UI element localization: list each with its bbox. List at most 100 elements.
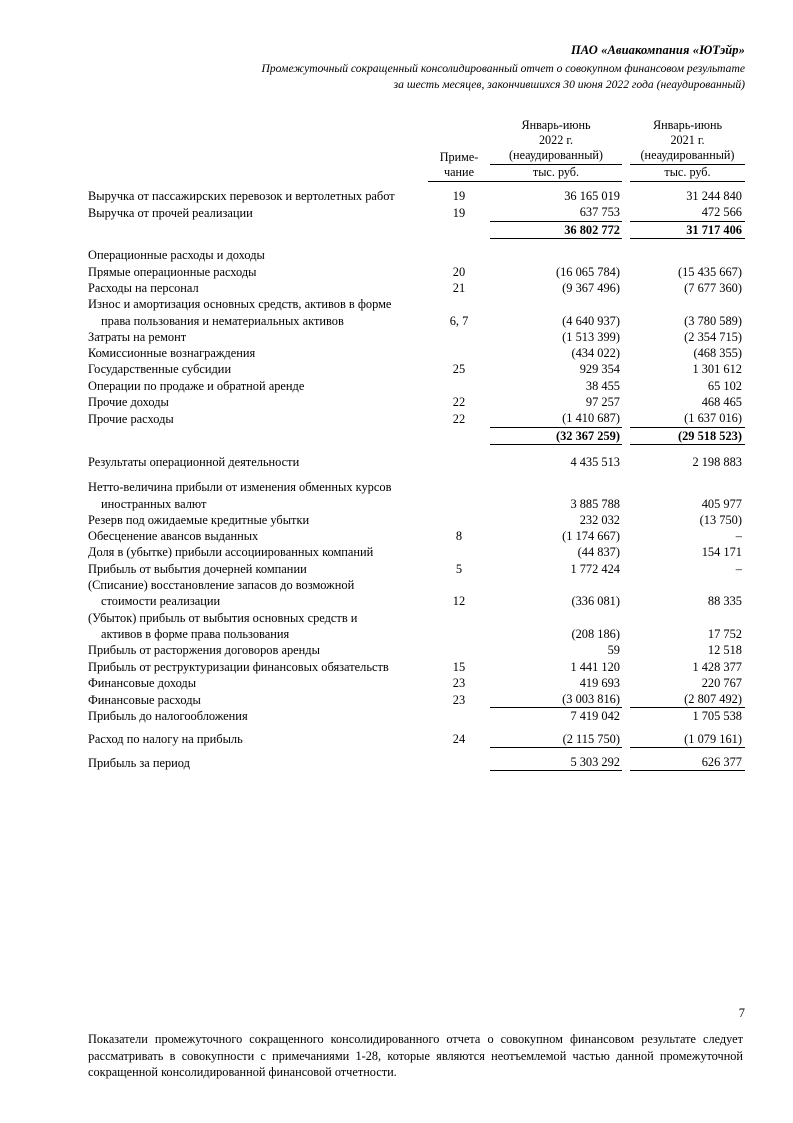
row-value-2021: (468 355) [693,346,742,361]
row-value-2022: 7 419 042 [570,709,620,724]
row-value-2021 [630,577,745,593]
row-label: Результаты операционной деятельности [88,454,300,469]
row-value-2021: 31 717 406 [630,221,745,239]
header-row-3: Приме- (неаудированный) (неаудированный) [88,148,745,165]
row-value-2021: (29 518 523) [630,427,745,445]
row-label: Прочие расходы [88,411,174,426]
note-header-line-1: Приме- [439,150,479,164]
row-note: 24 [452,732,466,747]
row-value-2021: 65 102 [707,378,742,393]
row-label: Финансовые доходы [88,675,197,690]
row-note: 23 [452,692,466,707]
row-note [428,708,490,725]
row-value-2022: (1 410 687) [490,410,622,428]
row-note [428,444,490,470]
row-note [428,470,490,495]
row-note [428,577,490,593]
row-note: 5 [455,561,463,576]
row-label: Государственные субсидии [88,362,232,377]
row-value-2022: 419 693 [579,675,620,690]
row-label [88,427,428,444]
row-value-2022: 4 435 513 [570,454,620,469]
col1-header-line-2: 2022 г. [538,133,574,147]
table-row: Резерв под ожидаемые кредитные убытки 23… [88,512,745,528]
table-row: Прямые операционные расходы 20 (16 065 7… [88,264,745,280]
row-value-2022 [490,577,622,593]
row-note [428,427,490,444]
row-value-2022: 36 165 019 [564,189,620,203]
row-label: Комиссионные вознаграждения [88,346,256,361]
row-value-2022: (32 367 259) [490,427,622,445]
row-note: 22 [452,395,466,410]
row-value-2022: 59 [607,643,620,658]
row-note [428,329,490,345]
table-row: Затраты на ремонт (1 513 399) (2 354 715… [88,329,745,345]
col1-header-line-4: тыс. руб. [490,165,622,182]
row-label: иностранных валют [101,496,207,511]
row-value-2021: 468 465 [701,395,742,410]
row-value-2021: 17 752 [707,626,742,641]
row-note [428,378,490,394]
table-row: Комиссионные вознаграждения (434 022) (4… [88,345,745,361]
income-statement-table: Январь-июнь Январь-июнь 2022 г. 2021 г. … [88,118,745,772]
row-note [428,296,490,312]
row-value-2021: 220 767 [701,675,742,690]
row-value-2022: 3 885 788 [570,496,620,511]
table-row: Износ и амортизация основных средств, ак… [88,296,745,312]
row-label: Резерв под ожидаемые кредитные убытки [88,512,310,527]
table-row: Доля в (убытке) прибыли ассоциированных … [88,544,745,560]
row-value-2021: (7 677 360) [684,280,742,295]
row-value-2021: 88 335 [707,594,742,609]
row-note [428,544,490,560]
table-row: права пользования и нематериальных актив… [88,313,745,329]
row-value-2022 [490,238,622,263]
table-row: Государственные субсидии 25 929 354 1 30… [88,361,745,377]
row-value-2021: – [735,561,742,576]
row-value-2021: 154 171 [701,545,742,560]
row-value-2022: (4 640 937) [562,313,620,328]
table-row-total: Результаты операционной деятельности 4 4… [88,444,745,470]
row-note: 12 [452,594,466,609]
row-value-2021: 626 377 [630,747,745,772]
table-row: (Списание) восстановление запасов до воз… [88,577,745,593]
page-number: 7 [738,1006,745,1020]
row-value-2022 [490,470,622,495]
table-row-total: Прибыль за период 5 303 292 626 377 [88,747,745,772]
row-label: Выручка от прочей реализации [88,205,253,220]
row-value-2022: (9 367 496) [562,280,620,295]
table-row: Нетто-величина прибыли от изменения обме… [88,470,745,495]
row-label: Операции по продаже и обратной аренде [88,378,305,393]
row-value-2021: (2 354 715) [684,329,742,344]
table-row: Выручка от прочей реализации 19 637 753 … [88,204,745,222]
row-value-2022: 97 257 [585,395,620,410]
table-row: Финансовые расходы 23 (3 003 816) (2 807… [88,691,745,709]
row-label: Прибыль от расторжения договоров аренды [88,643,320,658]
table-row: Обесценение авансов выданных 8 (1 174 66… [88,528,745,544]
row-value-2022: (1 513 399) [562,329,620,344]
row-note: 25 [452,362,466,377]
row-value-2021 [630,610,745,626]
row-label: Операционные расходы и доходы [88,248,265,263]
row-value-2021: 1 428 377 [692,659,742,674]
row-note: 21 [452,280,466,295]
report-title-line-2: за шесть месяцев, закончившихся 30 июня … [393,77,745,91]
row-label: права пользования и нематериальных актив… [101,313,344,328]
row-value-2022: (3 003 816) [490,691,622,709]
table-section-header: Операционные расходы и доходы [88,238,745,263]
table-row: Расход по налогу на прибыль 24 (2 115 75… [88,724,745,748]
table-row: Прибыль от расторжения договоров аренды … [88,642,745,658]
row-value-2022: (44 837) [577,545,620,560]
row-note [428,496,490,512]
row-value-2021: – [735,529,742,544]
row-note [428,512,490,528]
row-label: Доля в (убытке) прибыли ассоциированных … [88,545,374,560]
row-value-2022 [490,610,622,626]
table-row: иностранных валют 3 885 788 405 977 [88,496,745,512]
table-header: Январь-июнь Январь-июнь 2022 г. 2021 г. … [88,118,745,188]
row-note: 20 [452,264,466,279]
row-note [428,642,490,658]
table-row: стоимости реализации 12 (336 081) 88 335 [88,593,745,609]
row-note: 22 [452,411,466,426]
row-value-2021 [630,470,745,495]
